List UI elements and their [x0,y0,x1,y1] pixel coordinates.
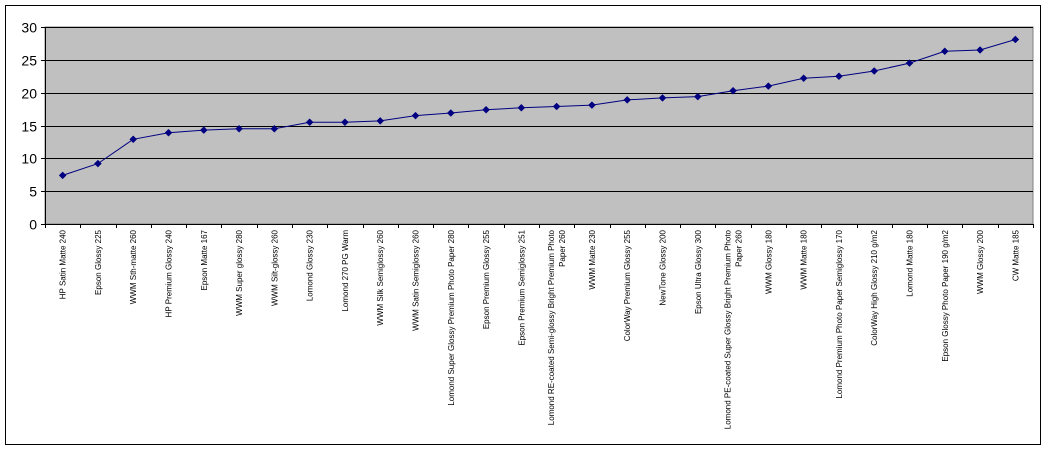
x-tick-label: CW Matte 185 [1011,229,1020,281]
data-point [58,171,67,180]
x-tick-label: NewTone Glossy 200 [659,229,668,305]
x-tick-label: Epson Ultra Glossy 300 [694,229,703,314]
data-point [693,92,702,101]
x-tick-label: Epson Matte 167 [200,229,209,290]
data-point [446,109,455,117]
data-point [764,82,773,90]
y-tick-label: 20 [21,86,37,102]
x-tick-label: Lomond Premium Photo Paper Semiglossy 17… [835,229,844,398]
data-point [482,105,490,114]
x-tick-label: WWM Matte 230 [588,229,597,289]
x-tick-label: Lomond Super Glossy Premium Photo Paper … [447,229,456,405]
x-tick-label: Lomond Matte 180 [906,229,915,296]
y-tick-label: 15 [21,119,37,135]
x-tick-label: WWM Silt-glossy 260 [270,229,279,306]
data-point [199,126,208,134]
data-point [411,111,420,120]
x-tick-label: Lomond PE-coated Super Glossy Bright Pre… [724,229,733,429]
data-point [341,118,349,127]
x-tick-label: WWM Super glossy 280 [235,229,244,315]
x-tick-label: WWM Matte 180 [800,229,809,289]
x-tick-label: Epson Premium Semiglossy 251 [517,229,526,345]
y-tick-label: 5 [29,184,37,200]
data-point [376,117,385,125]
plot-area [44,26,1034,225]
y-tick-label: 25 [21,53,37,69]
data-point [799,74,808,83]
data-point [517,103,526,112]
data-point [870,67,879,75]
x-tick-label: ColorWay Premium Glossy 255 [623,229,632,341]
data-point [552,102,561,111]
x-tick-label: WWM Sth-matte 260 [129,229,138,304]
data-point [94,159,102,168]
x-tick-label: Lomond Glossy 230 [306,229,315,301]
x-tick-label: ColorWay High Glossy 210 g/m2 [870,229,879,345]
data-point [658,94,667,102]
x-tick-label: HP Premium Glossy 240 [165,229,174,317]
x-tick-label: HP Satin Matte 240 [59,229,68,299]
x-tick-label: Lomond RE-coated Semi-glossy Bright Prem… [547,229,556,425]
x-tick-label: WWM Silk Semiglossy 260 [376,229,385,325]
x-tick-label: Lomond 270 PG Warm [341,230,350,312]
data-point [588,101,596,109]
y-tick-label: 10 [21,151,37,167]
data-point [1011,35,1020,44]
data-point [905,59,914,67]
x-tick-label: Paper 260 [735,229,744,266]
x-tick-label: WWM Glossy 180 [764,229,773,294]
y-tick-label: 30 [21,20,37,36]
x-tick-label: Epson Glossy 225 [94,229,103,294]
x-tick-label: WWM Glossy 200 [976,229,985,294]
x-tick-label: Paper 260 [558,229,567,266]
data-point [129,135,138,144]
data-point [235,124,243,133]
y-tick-label: 0 [29,217,37,233]
series-line [62,39,1016,176]
x-tick-label: WWM Satin Semiglossy 260 [412,229,421,330]
data-point [305,118,314,127]
data-point [940,47,949,56]
data-point [835,72,843,81]
x-tick-label: Epson Glossy Photo Paper 190 g/m2 [941,229,950,361]
data-point [729,86,737,95]
data-point [623,96,632,104]
data-point [164,128,173,137]
data-point [270,124,279,133]
data-point [976,46,984,54]
x-tick-label: Epson Premium Glossy 255 [482,229,491,329]
